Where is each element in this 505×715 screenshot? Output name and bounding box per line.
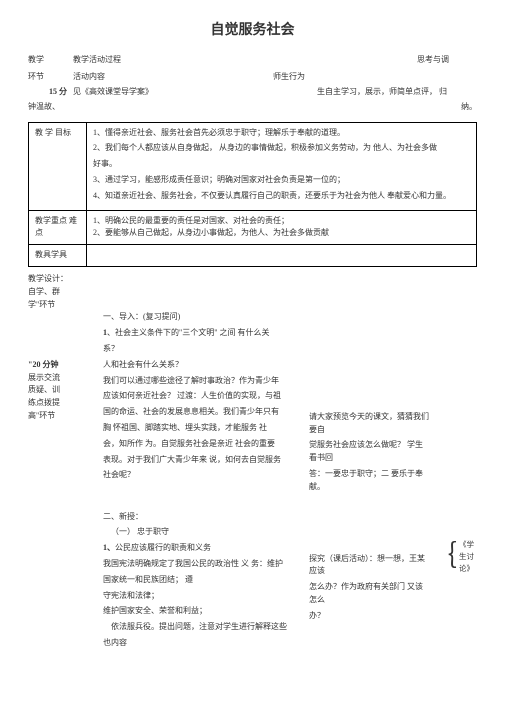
- body-line: 我们可以通过哪些途径了解时事政治？作为青少年: [103, 375, 299, 388]
- design-l3: 学"环节: [28, 299, 477, 312]
- tools-label-cell: 教具学具: [29, 245, 87, 267]
- goals-cell: 1、懂得亲近社会、服务社会首先必须忠于职守；理解乐于奉献的道理。 2、我们每个人…: [87, 122, 477, 210]
- left-label: 练点拨提: [28, 397, 73, 410]
- side-line: 答：一要忠于职守；二 要乐于奉献。: [309, 468, 429, 494]
- p1-num: 1、: [103, 543, 115, 552]
- header-row: 教学 教学活动过程 思考与调: [28, 54, 477, 67]
- body2-line: 守宪法和法律；: [103, 590, 299, 603]
- p1-text: 公民应该履行的职责和义务: [115, 543, 211, 552]
- goal-num: 4、: [93, 191, 105, 200]
- point-num: 2、: [93, 228, 105, 237]
- intro-heading: 一、导入：(复习提问): [103, 311, 299, 324]
- minutes-text: 见《高效课堂导学案》: [73, 86, 317, 99]
- minutes-20: "20 分钟: [28, 359, 73, 372]
- body2-line: 我国宪法明确规定了我国公民的政治性 义 务：维护: [103, 558, 299, 571]
- far-note: ｛ 《学生讨 论》: [429, 511, 477, 653]
- minutes-row: 15 分 见《高效课堂导学案》 生自主学习，展示，师简单点评， 归: [28, 86, 477, 99]
- body-line: 社会呢？: [103, 469, 299, 482]
- goal-text: 我们每个人都应该从自身做起， 从身边的事情做起，积极参加义务劳动，为 他人、为社…: [105, 143, 437, 152]
- note-label: 《学生讨: [459, 539, 477, 563]
- goal-text: 好事。: [93, 159, 117, 168]
- design-l1: 教学设计：: [28, 273, 477, 286]
- points-label-cell: 教学重点 难点: [29, 210, 87, 245]
- design-l2: 自学、群: [28, 286, 477, 299]
- q1b: 系？: [103, 343, 299, 356]
- left-labels: "20 分钟 展示交流 质疑、训 练点拨提 高"环节: [28, 359, 73, 497]
- goal-text: 懂得亲近社会、服务社会首先必须忠于职守；理解乐于奉献的道理。: [105, 128, 345, 137]
- point-text: 要能够从自己做起，从身边小事做起，为他人、为社会多做贡献: [105, 228, 329, 237]
- goal-num: 1、: [93, 128, 105, 137]
- sub-left: 环节: [28, 71, 73, 84]
- side2-line: 怎么办？作为政府有关部门 又该怎么: [309, 581, 429, 607]
- table-row: 教 学 目标 1、懂得亲近社会、服务社会首先必须忠于职守；理解乐于奉献的道理。 …: [29, 122, 477, 210]
- side-line: 觉服务社会应该怎么做呢？ 学生看书回: [309, 439, 429, 465]
- goal-num: 2、: [93, 143, 105, 152]
- note-row: 钟温故、 纳。: [28, 101, 477, 120]
- minutes-right: 生自主学习，展示，师简单点评， 归: [317, 86, 477, 99]
- q1-text: 、社会主义条件下的"三个文明" 之间 有什么关: [107, 328, 270, 337]
- body-line: 表现。对于我们广大青少年来 说，如何去自觉服务: [103, 454, 299, 467]
- side2-line: 探究（课后活动）：想一想，王某 应该: [309, 553, 429, 579]
- goal-text: 知道亲近社会、服务社会，不仅要认真履行自己的职责，还要乐于为社会为他人 奉献爱心…: [105, 191, 451, 200]
- goals-label-cell: 教 学 目标: [29, 122, 87, 210]
- left-label: 质疑、训: [28, 384, 73, 397]
- body2-line: 也内容: [103, 637, 299, 650]
- header-left: 教学: [28, 54, 73, 67]
- side-text: 请大家预览今天的课文，猜猜我们 要自 觉服务社会应该怎么做呢？ 学生看书回 答：…: [309, 359, 429, 497]
- body-block: "20 分钟 展示交流 质疑、训 练点拨提 高"环节 人和社会有什么关系？ 我们…: [28, 359, 477, 497]
- page-title: 自觉服务社会: [28, 20, 477, 42]
- note-right: 纳。: [461, 101, 477, 120]
- header-mid: 教学活动过程: [73, 54, 417, 67]
- intro-block: 一、导入：(复习提问) 1、社会主义条件下的"三个文明" 之间 有什么关 系？: [28, 311, 477, 358]
- sub-mid2: 师生行为: [213, 71, 477, 84]
- body-line: 应该如何亲近社会？ 过渡：人生价值的实现，与祖: [103, 390, 299, 403]
- body-line: 国的命运、社会的发展息息相关。我们青少年只有: [103, 406, 299, 419]
- side2-line: 办？: [309, 610, 429, 623]
- note-left: 钟温故、: [28, 101, 60, 114]
- lesson-main: 二、新授： （一） 忠于职守 1、公民应该履行的职责和义务 我国宪法明确规定了我…: [73, 511, 309, 653]
- point-num: 1、: [93, 216, 105, 225]
- brace-icon: ｛: [429, 543, 457, 571]
- intro-left-col: [28, 311, 73, 358]
- lesson-block: 二、新授： （一） 忠于职守 1、公民应该履行的职责和义务 我国宪法明确规定了我…: [28, 511, 477, 653]
- sub-header-row: 环节 活动内容 师生行为: [28, 71, 477, 84]
- body2-line: 依法服兵役。提出问题，注意对学生进行解释这些: [103, 621, 299, 634]
- goals-table: 教 学 目标 1、懂得亲近社会、服务社会首先必须忠于职守；理解乐于奉献的道理。 …: [28, 122, 477, 267]
- body-main: 人和社会有什么关系？ 我们可以通过哪些途径了解时事政治？作为青少年 应该如何亲近…: [73, 359, 309, 497]
- body-line: 胸 怀祖国、脚踏实地、埋头实践，才能服务 社: [103, 422, 299, 435]
- body2-line: 国家统一和民族团结； 遵: [103, 574, 299, 587]
- header-right: 思考与调: [417, 54, 477, 67]
- left-label: 展示交流: [28, 372, 73, 385]
- goal-num: 3、: [93, 175, 105, 184]
- intro-main-col: 一、导入：(复习提问) 1、社会主义条件下的"三个文明" 之间 有什么关 系？: [73, 311, 309, 358]
- sub-mid: 活动内容: [73, 71, 213, 84]
- lesson-side: 探究（课后活动）：想一想，王某 应该 怎么办？作为政府有关部门 又该怎么 办？: [309, 511, 429, 653]
- lesson-h2: 二、新授：: [103, 511, 299, 524]
- design-block: 教学设计： 自学、群 学"环节: [28, 273, 477, 311]
- body-line: 会，知所作 为。自觉服务社会是亲近 社会的重要: [103, 438, 299, 451]
- body2-line: 维护国家安全、荣誉和利益；: [103, 605, 299, 618]
- point-text: 明确公民的最重要的责任是对国家、对社会的责任；: [105, 216, 289, 225]
- tools-cell: [87, 245, 477, 267]
- left-label: 高"环节: [28, 410, 73, 423]
- note-label2: 论》: [459, 563, 477, 575]
- goal-text: 通过学习，能感形成责任意识；明确对国家对社会负责是第一位的；: [105, 175, 345, 184]
- lesson-sub: （一） 忠于职守: [103, 526, 299, 539]
- table-row: 教具学具: [29, 245, 477, 267]
- points-cell: 1、明确公民的最重要的责任是对国家、对社会的责任； 2、要能够从自己做起，从身边…: [87, 210, 477, 245]
- table-row: 教学重点 难点 1、明确公民的最重要的责任是对国家、对社会的责任； 2、要能够从…: [29, 210, 477, 245]
- minutes-label: 15 分: [28, 86, 73, 99]
- q2: 人和社会有什么关系？: [103, 359, 299, 372]
- side-line: 请大家预览今天的课文，猜猜我们 要自: [309, 411, 429, 437]
